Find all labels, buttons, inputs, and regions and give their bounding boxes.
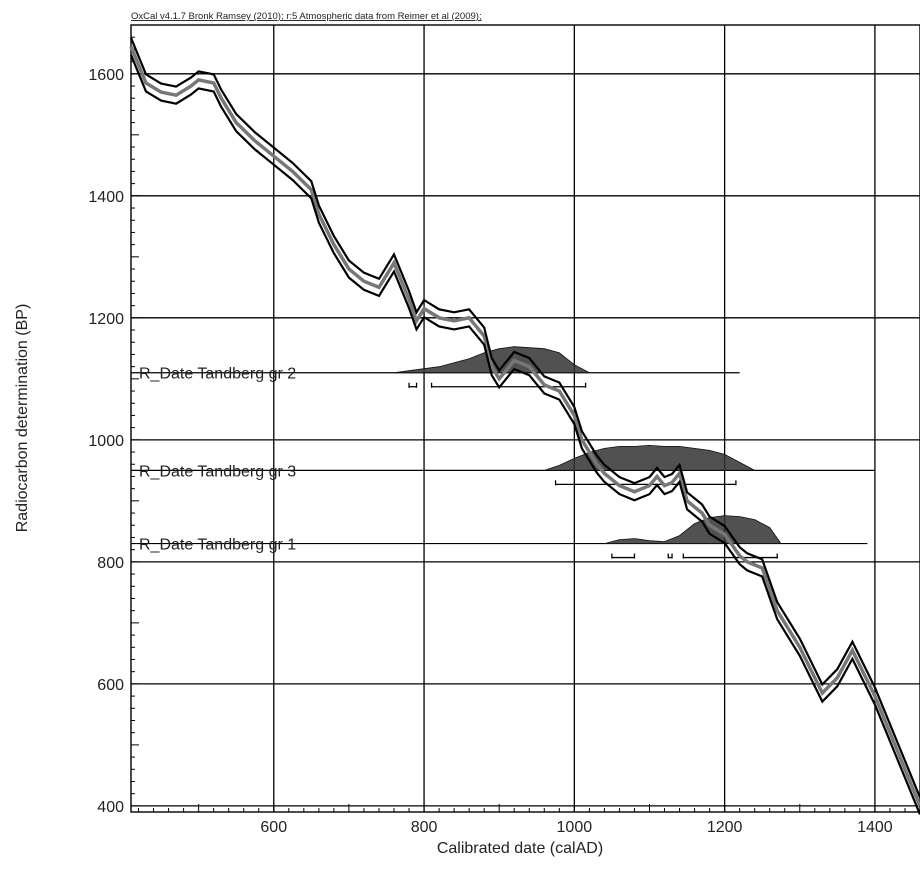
sample-distribution xyxy=(604,515,782,545)
sample-distribution xyxy=(543,444,756,472)
tick-labels: 600 800 1000 1200 1400 400 600 800 1000 1200 1400 1… xyxy=(88,67,892,836)
x-tick-label: 1000 xyxy=(557,819,593,836)
y-axis-title: Radiocarbon determination (BP) xyxy=(14,304,31,533)
x-tick-label: 1200 xyxy=(707,819,743,836)
curve-lower-bound xyxy=(129,54,920,815)
sample-label: R_Date Tandberg gr 1 xyxy=(139,537,296,554)
sample-distributions: R_Date Tandberg gr 2 R_Date Tandberg gr 3… xyxy=(131,346,875,559)
calibration-curve xyxy=(129,37,920,815)
x-tick-label: 1400 xyxy=(857,819,893,836)
grid-lines xyxy=(131,25,920,812)
x-tick-label: 600 xyxy=(260,819,287,836)
y-tick-label: 600 xyxy=(97,677,124,694)
y-tick-label: 1000 xyxy=(88,433,124,450)
x-axis-title: Calibrated date (calAD) xyxy=(437,840,603,857)
y-tick-label: 400 xyxy=(97,799,124,816)
sample-label: R_Date Tandberg gr 3 xyxy=(139,463,296,480)
chart-title: OxCal v4.1.7 Bronk Ramsey (2010); r:5 At… xyxy=(131,11,482,22)
sample-label: R_Date Tandberg gr 2 xyxy=(139,366,296,383)
plot-frame xyxy=(130,24,920,813)
y-tick-label: 1600 xyxy=(88,67,124,84)
axis-ticks xyxy=(131,24,920,812)
curve-upper-bound xyxy=(129,37,920,798)
curve-band-fill xyxy=(129,45,920,807)
plot-area: R_Date Tandberg gr 2 R_Date Tandberg gr 3… xyxy=(129,24,920,815)
y-tick-label: 1400 xyxy=(88,189,124,206)
y-tick-label: 1200 xyxy=(88,311,124,328)
x-tick-label: 800 xyxy=(411,819,438,836)
y-tick-label: 800 xyxy=(97,555,124,572)
